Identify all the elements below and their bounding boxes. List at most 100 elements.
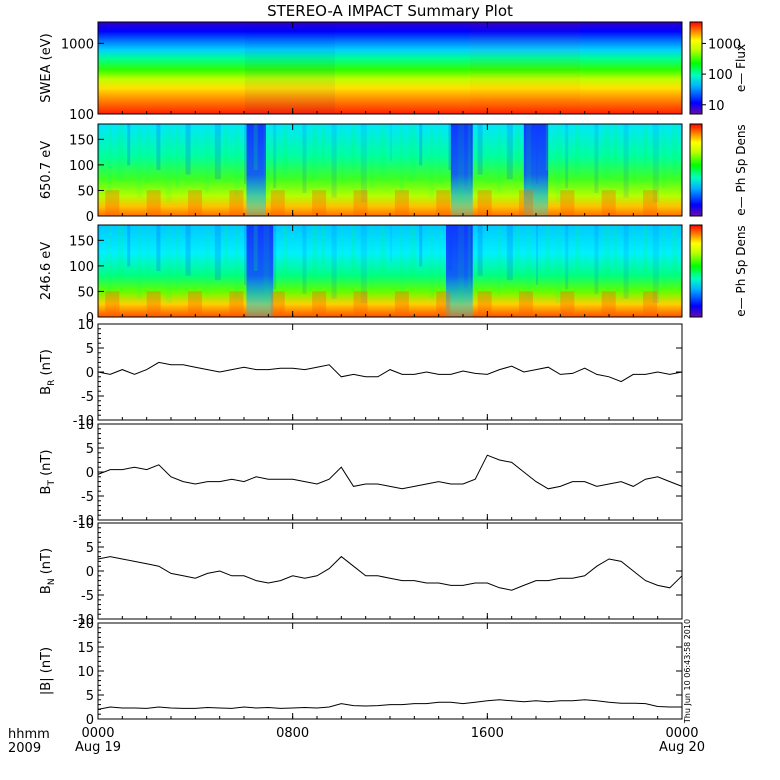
x-axis-corner-label: hhmm xyxy=(8,727,50,742)
texture-stripe xyxy=(409,225,416,281)
texture-stripe xyxy=(497,124,502,193)
y-tick-label: 0 xyxy=(86,210,94,225)
texture-stripe xyxy=(341,124,344,184)
texture-stripe xyxy=(321,124,325,166)
texture-stripe xyxy=(390,124,392,161)
texture-stripe xyxy=(438,124,441,184)
texture-stripe xyxy=(516,225,520,267)
texture-stripe xyxy=(166,225,173,304)
colorbar-label: e— Flux xyxy=(734,44,748,92)
panel-frame xyxy=(97,522,683,620)
texture-stripe xyxy=(458,225,465,304)
y-tick-label: 100 xyxy=(69,159,94,174)
y-axis-label: |B| (nT) xyxy=(39,647,54,695)
x-tick-label: 0800 xyxy=(276,726,309,741)
x-axis-corner-year: 2009 xyxy=(8,741,42,756)
y-tick-label: 100 xyxy=(69,108,94,123)
y-axis-label: 650.7 eV xyxy=(39,141,54,199)
series-line xyxy=(97,361,683,383)
texture-stripe xyxy=(574,225,580,276)
texture-stripe xyxy=(506,225,513,281)
texture-stripe xyxy=(282,124,288,175)
texture-stripe xyxy=(117,124,124,180)
pitch-angle-650-panel xyxy=(97,123,683,217)
texture-stripe xyxy=(390,225,392,262)
pitch-angle-246-panel xyxy=(97,224,683,318)
warm-blob xyxy=(312,291,327,317)
series-line xyxy=(97,699,682,710)
colorbar-flux xyxy=(689,21,703,115)
texture-stripe xyxy=(536,225,538,285)
warm-blob xyxy=(518,190,533,216)
texture-stripe xyxy=(477,225,483,276)
texture-stripe xyxy=(448,124,453,170)
warm-blob xyxy=(643,190,658,216)
texture-stripe xyxy=(224,225,228,267)
warm-blob xyxy=(146,190,161,216)
texture-stripe xyxy=(351,124,356,170)
colorbar-246 xyxy=(689,224,703,318)
low-density-stripe xyxy=(246,225,274,317)
texture-stripe xyxy=(555,225,562,304)
texture-stripe xyxy=(399,124,404,193)
low-density-stripe xyxy=(450,124,473,216)
texture-stripe xyxy=(370,124,374,189)
texture-stripe xyxy=(156,225,161,271)
texture-stripe xyxy=(623,124,629,198)
x-tick-sublabel: Aug 20 xyxy=(659,740,705,755)
texture-stripe xyxy=(273,225,277,290)
texture-stripe xyxy=(419,225,423,267)
warm-blob xyxy=(601,190,616,216)
warm-blob xyxy=(270,291,285,317)
x-tick-sublabel: Aug 19 xyxy=(75,740,121,755)
y-tick-label: 150 xyxy=(69,234,94,249)
y-tick-label: 10 xyxy=(77,418,94,433)
y-tick-label: 20 xyxy=(77,617,94,632)
texture-stripe xyxy=(652,124,659,203)
texture-stripe xyxy=(302,225,307,294)
y-axis-label: 246.6 eV xyxy=(39,242,54,300)
texture-stripe xyxy=(127,124,131,166)
texture-stripe xyxy=(107,124,112,193)
texture-stripe xyxy=(146,124,149,184)
texture-stripe xyxy=(273,124,277,189)
warm-blob xyxy=(560,291,575,317)
texture-stripe xyxy=(185,124,191,175)
warm-blob xyxy=(353,291,368,317)
warm-blob xyxy=(188,190,203,216)
texture-stripe xyxy=(604,225,611,281)
texture-stripe xyxy=(205,124,210,193)
texture-stripe xyxy=(526,124,532,198)
warm-blob xyxy=(353,190,368,216)
y-tick-label: -5 xyxy=(81,490,94,505)
texture-stripe xyxy=(613,124,617,166)
y-tick-label: 50 xyxy=(77,285,94,300)
panel-frame xyxy=(97,423,683,521)
texture-stripe xyxy=(214,124,221,180)
texture-stripe xyxy=(136,225,142,299)
texture-stripe xyxy=(652,225,659,304)
texture-stripe xyxy=(477,124,483,175)
timestamp: Thu Jun 10 06:43:58 2010 xyxy=(683,619,692,724)
y-tick-label: -5 xyxy=(81,589,94,604)
y-tick-label: 5 xyxy=(86,342,94,357)
y-tick-label: 1000 xyxy=(61,37,94,52)
texture-stripe xyxy=(458,124,465,203)
texture-stripe xyxy=(146,225,149,285)
warm-blob xyxy=(477,190,492,216)
texture-stripe xyxy=(574,124,580,175)
y-tick-label: 5 xyxy=(86,541,94,556)
y-tick-label: 10 xyxy=(77,665,94,680)
low-density-stripe xyxy=(246,124,266,216)
texture-stripe xyxy=(244,225,246,285)
texture-stripe xyxy=(263,124,270,203)
warm-blob xyxy=(518,291,533,317)
texture-stripe xyxy=(360,225,367,304)
texture-stripe xyxy=(399,225,404,294)
warm-blob xyxy=(477,291,492,317)
texture-stripe xyxy=(584,124,587,161)
texture-stripe xyxy=(516,124,520,166)
warm-blob xyxy=(394,291,409,317)
y-tick-label: 150 xyxy=(69,133,94,148)
